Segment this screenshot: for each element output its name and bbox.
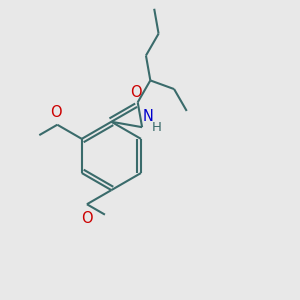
Text: O: O: [130, 85, 141, 100]
Text: N: N: [143, 109, 154, 124]
Text: H: H: [152, 121, 161, 134]
Text: O: O: [50, 105, 61, 120]
Text: O: O: [81, 211, 93, 226]
